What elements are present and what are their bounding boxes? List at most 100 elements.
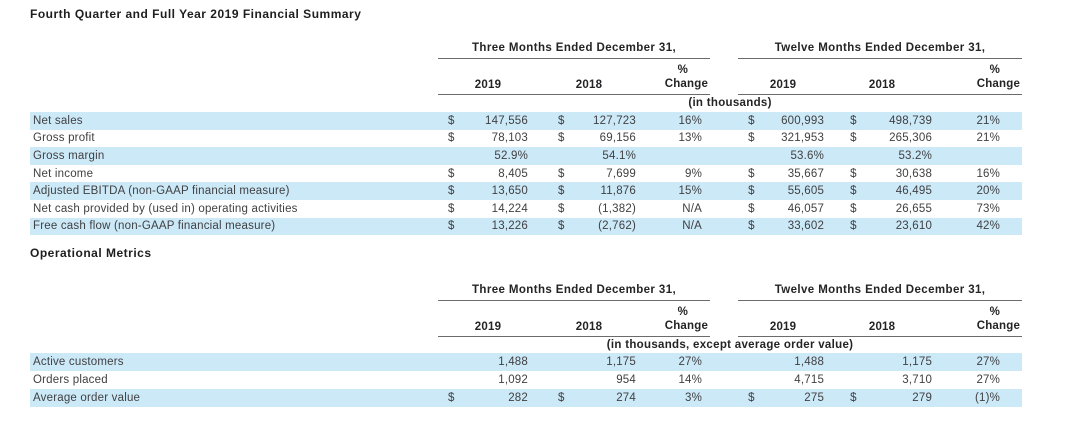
value-q4-pct-change: N/A	[682, 202, 703, 215]
row-label: Active customers	[30, 353, 438, 371]
value-q4-2018: 54.1%	[568, 147, 640, 165]
spacer-cell	[710, 36, 738, 58]
dollar-sign	[438, 371, 468, 389]
value-fy-2018: 3,710	[902, 374, 933, 386]
three-months-group-header: Three Months Ended December 31,	[438, 36, 711, 59]
value-q4-pct-change: 16%	[640, 112, 711, 130]
dollar-sign: $	[850, 167, 857, 180]
pct-change-label: Change	[664, 319, 709, 332]
value-q4-2019: 8,405	[498, 167, 528, 180]
table-row-gross-margin: Gross margin 52.9% 54.1% 53.6% 53.2%	[30, 147, 1023, 165]
period-group-header-row: Three Months Ended December 31, Twelve M…	[30, 36, 1023, 59]
value-fy-2018: 279	[858, 389, 937, 407]
fy-pct-change-column-header: % Change	[936, 58, 1023, 95]
twelve-months-group-header: Twelve Months Ended December 31,	[738, 36, 1023, 59]
value-fy-2019: 46,057	[787, 202, 825, 215]
value-fy-pct-change: 27%	[936, 353, 1023, 371]
value-q4-2018: 11,876	[568, 182, 640, 200]
spacer-cell	[710, 353, 739, 371]
value-fy-2018: 23,610	[858, 217, 937, 236]
dollar-sign	[438, 353, 468, 371]
dollar-sign	[828, 353, 859, 371]
pct-sign: %	[989, 305, 1001, 318]
dollar-sign	[538, 353, 568, 371]
dollar-sign: $	[850, 132, 857, 145]
value-fy-2019: 55,605	[768, 182, 829, 200]
operational-metrics-table: Three Months Ended December 31, Twelve M…	[30, 278, 1023, 407]
year-header-row: 2019 2018 % Change 2019 2018 % Change	[30, 58, 1023, 95]
table-row-free-cash-flow: Free cash flow (non-GAAP financial measu…	[30, 217, 1023, 236]
value-fy-pct-change: (1)%	[936, 389, 1023, 407]
dollar-sign: $	[538, 217, 568, 236]
value-q4-2019: 14,224	[491, 202, 528, 215]
fy-2018-column-header: 2018	[828, 58, 937, 95]
spacer-cell	[710, 217, 739, 236]
spacer-cell	[710, 112, 739, 130]
twelve-months-group-header: Twelve Months Ended December 31,	[738, 278, 1023, 301]
value-fy-2018: 498,739	[858, 112, 937, 130]
row-label: Gross profit	[33, 132, 95, 145]
table-row-active-customers: Active customers 1,488 1,175 27% 1,488 1…	[30, 353, 1023, 371]
dollar-sign: $	[748, 167, 755, 180]
dollar-sign: $	[538, 389, 568, 407]
value-q4-pct-change	[640, 147, 711, 165]
value-q4-2019: 147,556	[468, 112, 538, 130]
spacer-cell	[710, 147, 739, 165]
dollar-sign: $	[738, 217, 769, 236]
dollar-sign	[828, 371, 858, 389]
value-fy-2018: 46,495	[858, 182, 937, 200]
period-group-header-row: Three Months Ended December 31, Twelve M…	[30, 278, 1023, 301]
spacer-cell	[30, 58, 438, 94]
dollar-sign	[438, 147, 468, 165]
table-row-net-sales: Net sales $ 147,556 $ 127,723 16% $ 600,…	[30, 112, 1023, 130]
value-q4-2018: 69,156	[599, 132, 636, 145]
spacer-cell	[710, 130, 738, 148]
value-q4-pct-change: N/A	[640, 217, 711, 236]
value-q4-pct-change: 13%	[678, 132, 703, 145]
row-label: Gross margin	[30, 147, 438, 165]
row-label: Free cash flow (non-GAAP financial measu…	[30, 217, 438, 236]
value-fy-pct-change: 73%	[976, 202, 1001, 215]
value-fy-2019: 33,602	[768, 217, 829, 236]
dollar-sign: $	[438, 112, 468, 130]
table-row-orders-placed: Orders placed 1,092 954 14% 4,715 3,710 …	[30, 371, 1022, 389]
spacer-cell	[30, 36, 438, 58]
q4-2018-column-header: 2018	[538, 300, 640, 337]
spacer-cell	[710, 389, 739, 407]
financial-summary-heading: Fourth Quarter and Full Year 2019 Financ…	[30, 7, 362, 21]
spacer-cell	[710, 165, 738, 183]
value-q4-pct-change: 9%	[685, 167, 703, 180]
value-q4-2019: 1,092	[498, 374, 528, 386]
value-q4-2019: 13,226	[468, 217, 538, 236]
pct-sign: %	[677, 305, 689, 318]
value-q4-2019: 78,103	[491, 132, 528, 145]
value-q4-pct-change: 3%	[640, 389, 711, 407]
units-note: (in thousands)	[688, 97, 772, 110]
dollar-sign: $	[438, 217, 468, 236]
dollar-sign: $	[738, 182, 769, 200]
operational-metrics-heading: Operational Metrics	[30, 246, 152, 260]
dollar-sign: $	[748, 132, 755, 145]
value-fy-pct-change: 20%	[936, 182, 1023, 200]
q4-2019-column-header: 2019	[438, 300, 538, 337]
spacer-cell	[710, 182, 739, 200]
fy-2019-column-header: 2019	[738, 300, 829, 337]
dollar-sign: $	[558, 167, 565, 180]
table-row-gross-profit: Gross profit $ 78,103 $ 69,156 13% $ 321…	[30, 130, 1022, 148]
spacer-cell	[710, 278, 738, 300]
dollar-sign: $	[448, 202, 455, 215]
value-q4-2018: 954	[616, 374, 636, 386]
financial-summary-table: Three Months Ended December 31, Twelve M…	[30, 36, 1023, 236]
dollar-sign	[738, 147, 769, 165]
dollar-sign: $	[438, 389, 468, 407]
row-label: Orders placed	[33, 374, 108, 386]
value-fy-pct-change: 42%	[936, 217, 1023, 236]
value-q4-2019: 1,488	[468, 353, 538, 371]
dollar-sign	[828, 147, 859, 165]
dollar-sign: $	[538, 182, 568, 200]
value-fy-2019: 53.6%	[768, 147, 829, 165]
row-label: Net income	[33, 167, 94, 180]
dollar-sign	[738, 353, 769, 371]
value-fy-pct-change: 27%	[976, 374, 1001, 386]
three-months-group-header: Three Months Ended December 31,	[438, 278, 711, 301]
